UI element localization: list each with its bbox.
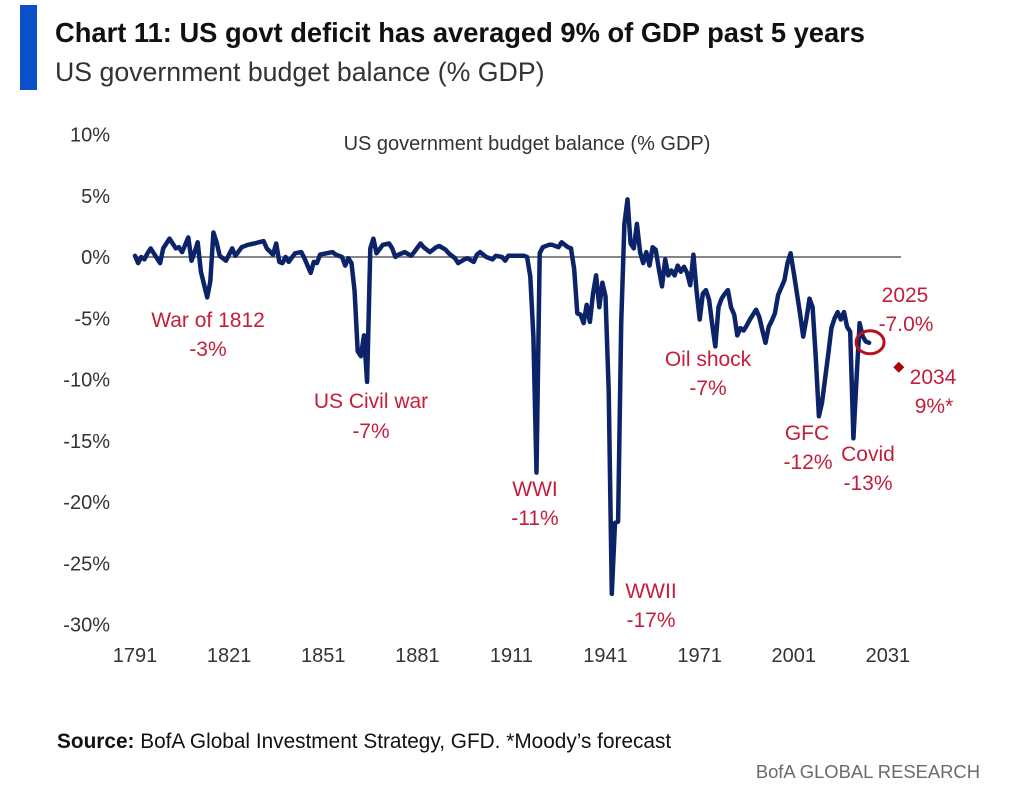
plot-area	[132, 197, 905, 597]
annotation-civil-war-value: -7%	[352, 420, 389, 443]
forecast-2034-value: 9%*	[915, 395, 954, 418]
x-tick-label: 1911	[490, 645, 533, 667]
annotation-wwii-value: -17%	[626, 609, 675, 632]
annotation-covid-label: Covid	[841, 443, 895, 466]
title-accent-bar	[20, 5, 37, 90]
y-tick-label: -15%	[63, 431, 110, 453]
x-tick-label: 1971	[677, 645, 722, 667]
brand-footer: BofA GLOBAL RESEARCH	[756, 761, 980, 782]
source-label: Source:	[57, 730, 134, 753]
annotation-wwii-label: WWII	[625, 580, 676, 603]
chart-title: Chart 11: US govt deficit has averaged 9…	[55, 17, 865, 48]
x-tick-label: 2001	[772, 645, 817, 667]
forecast-2034-label: 2034	[910, 366, 957, 389]
y-tick-label: -5%	[74, 308, 110, 330]
y-tick-label: -30%	[63, 615, 110, 637]
annotation-civil-war-label: US Civil war	[314, 390, 428, 413]
series-line	[132, 197, 872, 597]
y-tick-label: 10%	[70, 125, 110, 147]
y-tick-label: -20%	[63, 492, 110, 514]
y-axis-tick-labels: 10% 5% 0% -5% -10% -15% -20% -25% -30%	[63, 125, 110, 637]
annotation-war-of-1812-value: -3%	[189, 338, 226, 361]
plot-title: US government budget balance (% GDP)	[344, 133, 711, 155]
annotation-oil-shock-label: Oil shock	[665, 348, 752, 371]
x-tick-label: 1821	[207, 645, 252, 667]
y-tick-label: -25%	[63, 553, 110, 575]
annotation-oil-shock-value: -7%	[689, 377, 726, 400]
x-tick-label: 1851	[301, 645, 346, 667]
highlight-2025-value: -7.0%	[879, 313, 934, 336]
x-tick-label: 1881	[395, 645, 440, 667]
y-tick-label: 5%	[81, 186, 110, 208]
annotations: War of 1812 -3% US Civil war -7% WWI -11…	[151, 284, 956, 632]
annotation-gfc-value: -12%	[783, 451, 832, 474]
chart-subtitle: US government budget balance (% GDP)	[55, 57, 545, 87]
x-axis-tick-labels: 1791 1821 1851 1881 1911 1941 1971 2001 2031	[113, 645, 910, 667]
y-tick-label: -10%	[63, 370, 110, 392]
annotation-covid-value: -13%	[843, 472, 892, 495]
source-note: Source: BofA Global Investment Strategy,…	[57, 730, 671, 753]
annotation-wwi-label: WWI	[512, 478, 557, 501]
highlight-2025-label: 2025	[882, 284, 929, 307]
x-tick-label: 2031	[866, 645, 911, 667]
y-tick-label: 0%	[81, 247, 110, 269]
x-tick-label: 1941	[583, 645, 628, 667]
annotation-wwi-value: -11%	[511, 507, 558, 530]
annotation-gfc-label: GFC	[785, 422, 829, 445]
highlight-circle-2025	[854, 329, 886, 356]
source-text: BofA Global Investment Strategy, GFD. *M…	[134, 730, 671, 753]
annotation-war-of-1812-label: War of 1812	[151, 309, 265, 332]
x-tick-label: 1791	[113, 645, 158, 667]
forecast-diamond-marker-2034	[893, 361, 905, 373]
